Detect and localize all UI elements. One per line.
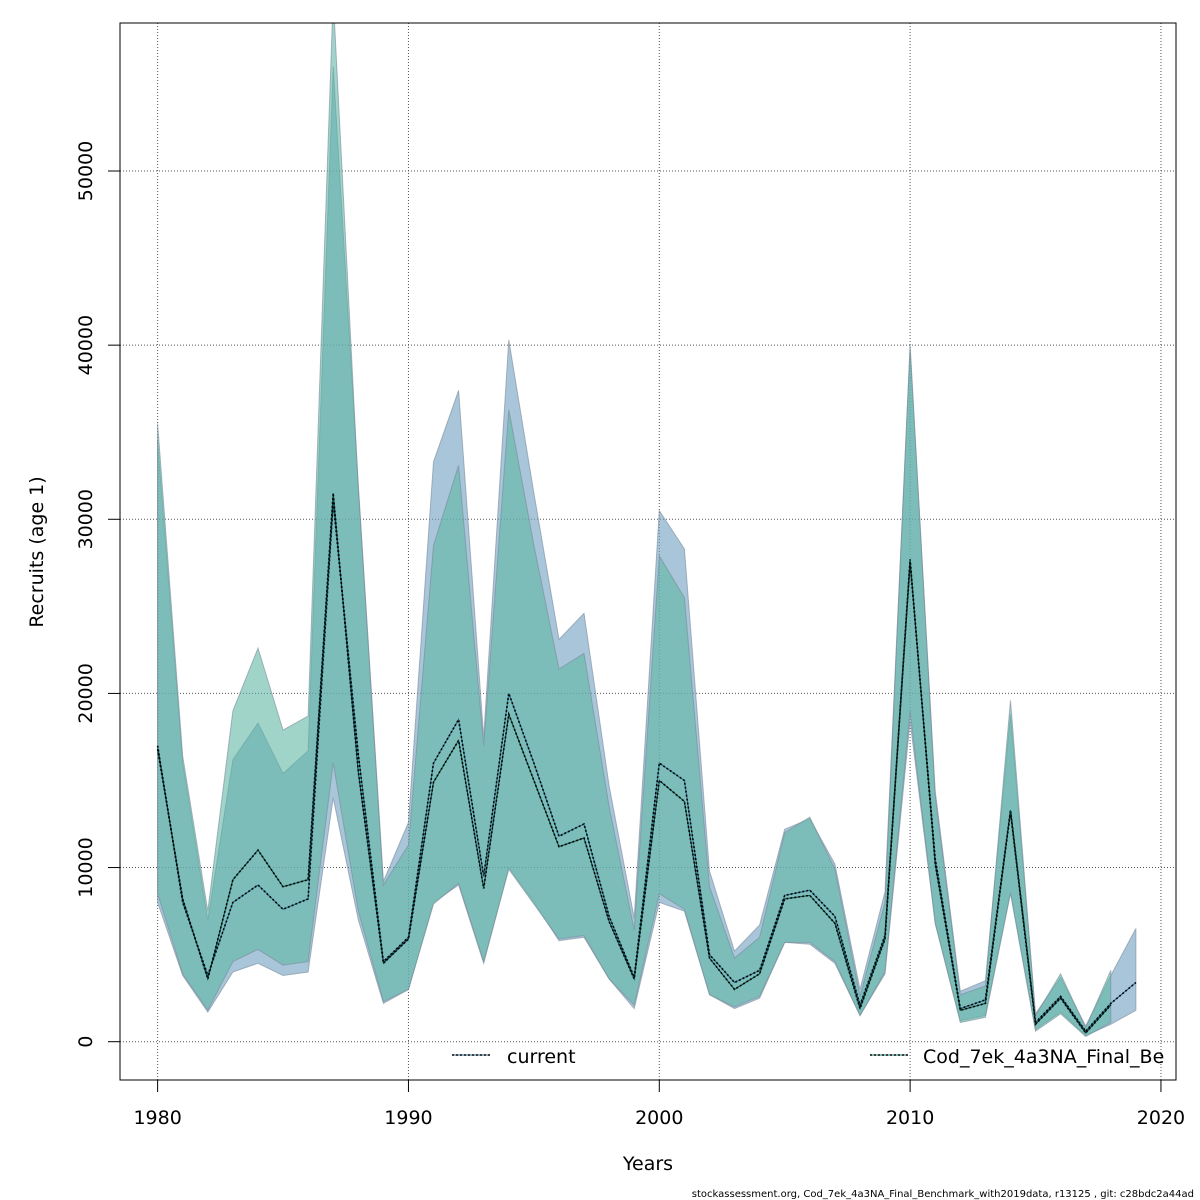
y-tick-label: 10000 [75,837,97,897]
x-tick-label: 1990 [384,1107,432,1129]
footer-text: stockassessment.org, Cod_7ek_4a3NA_Final… [692,1189,1194,1200]
legend-label: current [507,1046,576,1068]
y-tick-label: 30000 [75,489,97,549]
x-tick-label: 2000 [635,1107,683,1129]
y-tick-label: 40000 [75,315,97,375]
line-reference-tint [157,493,1112,1034]
band-reference [157,23,1112,1038]
x-axis: 1980 1990 2000 2010 2020 [133,1079,1185,1129]
y-tick-label: 20000 [75,663,97,723]
x-tick-label: 2010 [886,1107,934,1129]
confidence-bands [157,23,1137,1038]
legend: securrentCod_7ek_4a3NA_Final_Be [452,1046,1164,1068]
x-tick-label: 2020 [1137,1107,1185,1129]
x-axis-title: Years [622,1153,673,1175]
x-tick-label: 1980 [133,1107,181,1129]
line-current-tint [157,501,1137,1032]
line-current [156,501,1137,1033]
y-tick-label: 0 [75,1036,97,1048]
line-reference [156,493,1112,1035]
y-axis-title: Recruits (age 1) [26,476,48,627]
legend-label: Cod_7ek_4a3NA_Final_Be [923,1046,1164,1068]
y-tick-label: 50000 [75,141,97,201]
y-axis: 0 10000 20000 30000 40000 50000 [75,141,121,1048]
series-lines [156,493,1137,1035]
